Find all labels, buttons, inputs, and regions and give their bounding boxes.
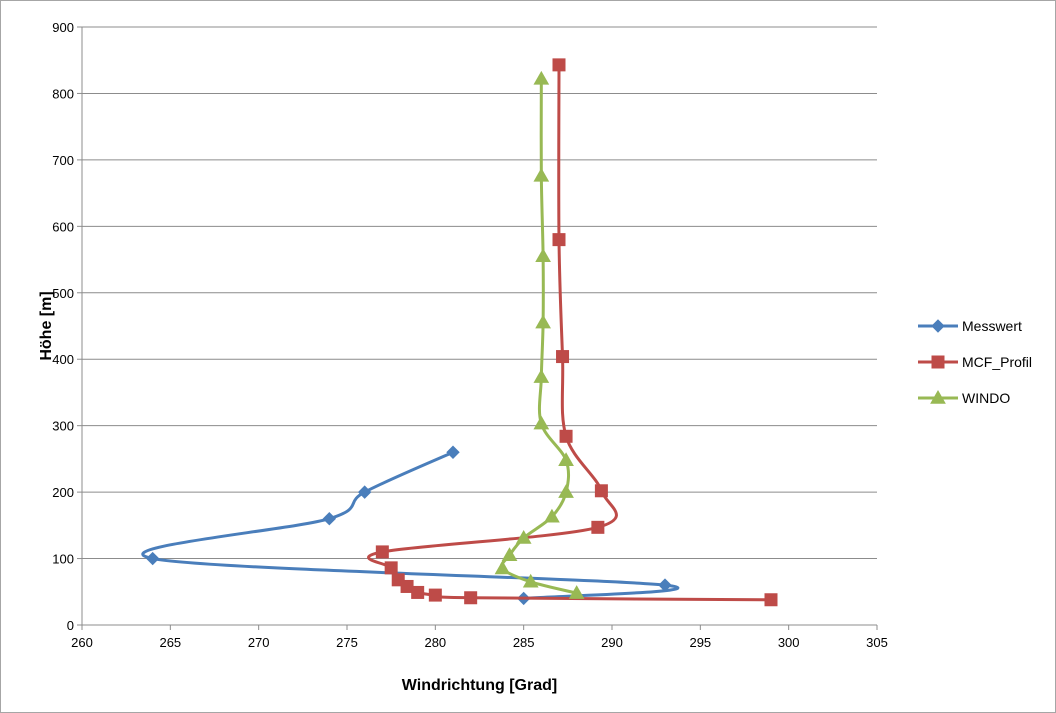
data-point-mcf-profil-11 (428, 588, 442, 602)
data-point-mcf-profil-0 (552, 58, 566, 72)
legend-marker-windo (930, 389, 946, 404)
legend-item-mcf-profil[interactable]: MCF_Profil (918, 354, 1032, 370)
y-tick-label-100: 100 (52, 552, 74, 567)
x-tick-label-270: 270 (248, 635, 270, 650)
legend-label-messwert: Messwert (962, 318, 1022, 334)
data-point-windo-3 (535, 314, 551, 329)
series-line-windo (500, 77, 579, 595)
y-tick-label-900: 900 (52, 20, 74, 35)
tick-labels: 0 100 200 300 400 500 600 700 800 900 260 265 270 275… (52, 20, 888, 650)
data-point-mcf-profil-2 (556, 350, 570, 364)
series-windo (494, 70, 585, 599)
y-tick-label-400: 400 (52, 352, 74, 367)
y-tick-label-500: 500 (52, 286, 74, 301)
legend-label-mcf-profil: MCF_Profil (962, 354, 1032, 370)
y-tick-label-0: 0 (67, 618, 74, 633)
x-tick-label-290: 290 (601, 635, 623, 650)
legend-marker-messwert (931, 319, 945, 333)
data-point-mcf-profil-13 (764, 593, 778, 607)
data-point-messwert-2 (322, 511, 337, 526)
data-point-windo-10 (501, 547, 518, 561)
x-tick-label-305: 305 (866, 635, 888, 650)
x-axis-label: Windrichtung [Grad] (402, 677, 557, 694)
x-tick-label-285: 285 (513, 635, 535, 650)
legend-label-windo: WINDO (962, 390, 1010, 406)
data-point-mcf-profil-12 (464, 591, 478, 605)
data-point-windo-5 (533, 415, 550, 430)
y-tick-label-800: 800 (52, 86, 74, 101)
plot-area (141, 58, 778, 607)
data-point-windo-4 (533, 369, 550, 383)
x-tick-label-260: 260 (71, 635, 93, 650)
axes (77, 26, 878, 630)
y-tick-label-600: 600 (52, 219, 74, 234)
series-mcf-profil (367, 58, 778, 607)
x-tick-label-265: 265 (159, 635, 181, 650)
data-point-mcf-profil-5 (591, 520, 605, 534)
x-tick-label-300: 300 (778, 635, 800, 650)
data-point-messwert-1 (357, 485, 372, 499)
y-tick-label-200: 200 (52, 485, 74, 500)
data-point-windo-13 (568, 585, 585, 599)
legend-marker-mcf-profil (931, 355, 945, 369)
data-point-windo-2 (535, 248, 551, 262)
series-messwert (141, 445, 679, 606)
data-point-windo-12 (522, 573, 539, 588)
data-point-mcf-profil-10 (411, 585, 425, 599)
series-line-mcf-profil (367, 63, 773, 602)
x-tick-label-295: 295 (689, 635, 711, 650)
y-tick-label-300: 300 (52, 419, 74, 434)
data-point-mcf-profil-7 (384, 561, 398, 575)
data-point-mcf-profil-1 (552, 233, 566, 247)
data-point-windo-8 (544, 508, 560, 523)
data-point-messwert-0 (446, 445, 460, 459)
data-point-windo-0 (533, 70, 550, 85)
x-tick-label-275: 275 (336, 635, 358, 650)
data-point-messwert-3 (145, 551, 160, 566)
data-point-windo-6 (558, 452, 574, 466)
data-point-mcf-profil-4 (594, 484, 608, 498)
data-point-mcf-profil-3 (559, 429, 573, 443)
data-point-messwert-4 (658, 578, 672, 592)
legend[interactable]: Messwert MCF_Profil WINDO (918, 318, 1032, 406)
legend-item-messwert[interactable]: Messwert (918, 318, 1022, 334)
data-point-windo-11 (494, 560, 511, 575)
gridlines (82, 26, 877, 560)
y-tick-label-700: 700 (52, 153, 74, 168)
data-point-windo-7 (558, 484, 574, 498)
legend-item-windo[interactable]: WINDO (918, 389, 1010, 406)
data-point-windo-1 (533, 167, 550, 182)
x-tick-label-280: 280 (424, 635, 446, 650)
data-point-mcf-profil-6 (375, 545, 389, 559)
data-point-windo-9 (515, 529, 532, 544)
y-axis-label: Höhe [m] (38, 291, 55, 360)
